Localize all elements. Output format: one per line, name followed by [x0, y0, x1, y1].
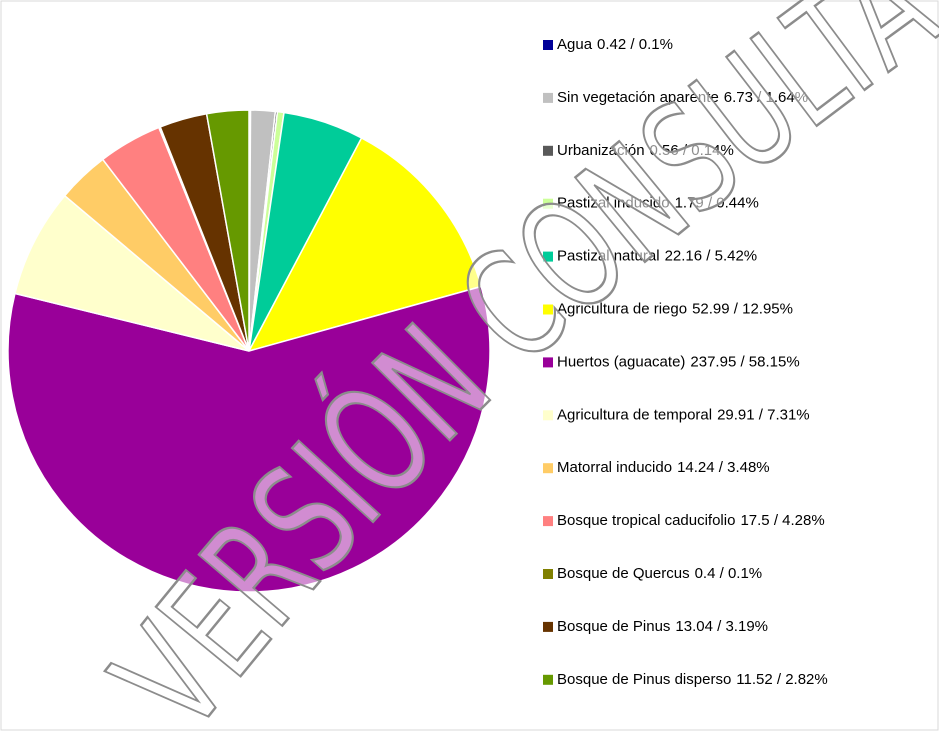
legend-value: 237.95 / 58.15%	[690, 353, 799, 370]
legend-label: Agricultura de riego 52.99 / 12.95%	[557, 300, 793, 317]
pie-slice	[247, 136, 483, 353]
legend-value: 0.4 / 0.1%	[695, 565, 763, 582]
legend-label: Sin vegetación aparente 6.73 / 1.64%	[557, 89, 808, 106]
legend-category: Sin vegetación aparente	[557, 89, 719, 106]
legend: Agua 0.42 / 0.1% Sin vegetación aparente 6.…	[543, 36, 828, 688]
legend-swatch	[543, 674, 553, 685]
legend-value: 14.24 / 3.48%	[677, 459, 770, 476]
legend-label: Bosque tropical caducifolio 17.5 / 4.28%	[557, 512, 825, 529]
legend-label: Agricultura de temporal 29.91 / 7.31%	[557, 406, 810, 423]
pie-slice	[205, 109, 250, 352]
legend-label: Bosque de Pinus 13.04 / 3.19%	[557, 618, 768, 635]
legend-label: Agua 0.42 / 0.1%	[557, 36, 673, 53]
legend-value: 17.5 / 4.28%	[740, 512, 824, 529]
legend-category: Bosque de Pinus	[557, 618, 670, 635]
legend-category: Huertos (aguacate)	[557, 353, 685, 370]
legend-category: Pastizal inducido	[557, 195, 670, 212]
legend-swatch	[543, 92, 553, 103]
legend-category: Matorral inducido	[557, 459, 672, 476]
legend-value: 13.04 / 3.19%	[675, 618, 768, 635]
pie	[7, 109, 491, 593]
legend-value: 52.99 / 12.95%	[692, 300, 793, 317]
legend-category: Bosque tropical caducifolio	[557, 512, 735, 529]
legend-value: 0.42 / 0.1%	[597, 36, 673, 53]
legend-label: Matorral inducido 14.24 / 3.48%	[557, 459, 770, 476]
legend-category: Agua	[557, 36, 593, 53]
pie-slice	[7, 285, 491, 593]
legend-category: Bosque de Pinus disperso	[557, 671, 731, 688]
legend-label: Huertos (aguacate) 237.95 / 58.15%	[557, 353, 800, 370]
legend-swatch	[543, 463, 553, 474]
legend-value: 22.16 / 5.42%	[665, 248, 758, 265]
legend-value: 6.73 / 1.64%	[724, 89, 808, 106]
legend-swatch	[543, 569, 553, 579]
legend-swatch	[543, 198, 553, 209]
legend-label: Bosque de Pinus disperso 11.52 / 2.82%	[557, 671, 828, 688]
legend-swatch	[543, 621, 553, 632]
legend-value: 11.52 / 2.82%	[736, 671, 827, 688]
legend-label: Urbanización 0.56 / 0.14%	[557, 142, 734, 159]
legend-swatch	[543, 410, 553, 421]
legend-swatch	[543, 357, 553, 368]
legend-swatch	[543, 145, 553, 156]
legend-category: Agricultura de riego	[557, 300, 687, 317]
legend-value: 29.91 / 7.31%	[717, 406, 810, 423]
legend-label: Bosque de Quercus 0.4 / 0.1%	[557, 565, 762, 582]
legend-swatch	[543, 40, 553, 50]
legend-value: 1.79 / 0.44%	[675, 195, 759, 212]
legend-label: Pastizal natural 22.16 / 5.42%	[557, 248, 757, 265]
legend-swatch	[543, 251, 553, 262]
legend-category: Agricultura de temporal	[557, 406, 712, 423]
pie-slice	[14, 194, 250, 352]
legend-swatch	[543, 516, 553, 527]
legend-swatch	[543, 304, 553, 315]
legend-label: Pastizal inducido 1.79 / 0.44%	[557, 195, 759, 212]
legend-category: Bosque de Quercus	[557, 565, 690, 582]
legend-category: Urbanización	[557, 142, 645, 159]
legend-category: Pastizal natural	[557, 248, 660, 265]
legend-value: 0.56 / 0.14%	[650, 142, 734, 159]
